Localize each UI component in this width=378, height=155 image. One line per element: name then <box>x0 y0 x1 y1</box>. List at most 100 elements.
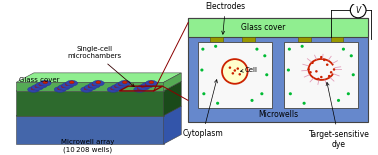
Ellipse shape <box>96 81 101 84</box>
Ellipse shape <box>28 87 39 92</box>
Ellipse shape <box>115 85 119 88</box>
Ellipse shape <box>36 82 47 88</box>
Ellipse shape <box>35 85 40 88</box>
Ellipse shape <box>81 87 93 92</box>
Ellipse shape <box>31 84 43 90</box>
Circle shape <box>309 71 312 73</box>
Ellipse shape <box>138 84 149 90</box>
Circle shape <box>302 102 306 105</box>
Text: V: V <box>356 6 361 15</box>
Polygon shape <box>16 73 181 82</box>
Circle shape <box>320 76 322 78</box>
Circle shape <box>263 54 266 57</box>
Circle shape <box>214 45 217 48</box>
Bar <box>188 18 368 37</box>
Circle shape <box>256 48 259 51</box>
Circle shape <box>337 99 340 102</box>
Circle shape <box>289 92 292 95</box>
Circle shape <box>347 92 350 95</box>
Ellipse shape <box>111 87 116 90</box>
Ellipse shape <box>69 81 74 84</box>
Ellipse shape <box>146 80 157 86</box>
Circle shape <box>222 59 248 84</box>
Ellipse shape <box>66 80 77 86</box>
Polygon shape <box>164 81 181 116</box>
Polygon shape <box>164 73 181 91</box>
Bar <box>331 37 344 42</box>
Circle shape <box>350 3 366 18</box>
Bar <box>210 37 223 42</box>
Circle shape <box>330 71 332 73</box>
Circle shape <box>315 70 318 73</box>
Ellipse shape <box>39 83 44 86</box>
Circle shape <box>232 72 234 75</box>
Ellipse shape <box>84 87 89 90</box>
Circle shape <box>234 69 236 72</box>
Ellipse shape <box>92 80 104 86</box>
Text: Target-sensitive
dye: Target-sensitive dye <box>308 82 369 149</box>
Circle shape <box>328 75 330 77</box>
Circle shape <box>311 62 314 64</box>
Polygon shape <box>164 106 181 144</box>
Ellipse shape <box>62 82 74 88</box>
Text: Glass cover: Glass cover <box>19 77 60 82</box>
Circle shape <box>323 59 325 61</box>
Ellipse shape <box>142 82 153 88</box>
Ellipse shape <box>54 87 66 92</box>
Ellipse shape <box>65 83 70 86</box>
Circle shape <box>288 48 291 51</box>
Text: Cell: Cell <box>240 66 258 73</box>
Circle shape <box>201 48 204 51</box>
Ellipse shape <box>88 82 100 88</box>
Circle shape <box>265 73 268 76</box>
Ellipse shape <box>88 85 93 88</box>
Bar <box>298 37 311 42</box>
Ellipse shape <box>111 84 123 90</box>
Ellipse shape <box>122 81 127 84</box>
Ellipse shape <box>43 81 48 84</box>
Text: Single-cell
microchambers: Single-cell microchambers <box>68 46 134 87</box>
Circle shape <box>237 67 239 70</box>
Text: Microwell array
(10 208 wells): Microwell array (10 208 wells) <box>61 139 115 153</box>
Ellipse shape <box>107 87 119 92</box>
Ellipse shape <box>145 83 150 86</box>
Polygon shape <box>16 106 181 116</box>
Ellipse shape <box>31 87 36 90</box>
Circle shape <box>202 92 205 95</box>
Polygon shape <box>16 81 181 91</box>
Text: Microwells: Microwells <box>258 110 298 119</box>
Ellipse shape <box>39 80 51 86</box>
Polygon shape <box>16 91 164 116</box>
Circle shape <box>251 99 254 102</box>
Text: Cytoplasm: Cytoplasm <box>183 80 223 138</box>
Circle shape <box>239 73 241 75</box>
Circle shape <box>216 102 219 105</box>
Bar <box>198 42 272 108</box>
Ellipse shape <box>134 87 146 92</box>
Polygon shape <box>16 82 164 91</box>
Ellipse shape <box>85 84 96 90</box>
Circle shape <box>320 56 322 58</box>
Circle shape <box>333 68 335 71</box>
Text: Glass cover: Glass cover <box>242 23 286 32</box>
Ellipse shape <box>57 87 62 90</box>
Polygon shape <box>16 116 164 144</box>
Circle shape <box>200 69 203 72</box>
Bar <box>188 18 368 122</box>
Ellipse shape <box>58 84 70 90</box>
Text: Electrodes: Electrodes <box>205 2 246 34</box>
Circle shape <box>301 45 304 48</box>
Bar <box>285 42 358 108</box>
Circle shape <box>352 73 355 76</box>
Circle shape <box>317 78 320 80</box>
Ellipse shape <box>92 83 97 86</box>
Circle shape <box>350 54 353 57</box>
Circle shape <box>342 48 345 51</box>
Circle shape <box>307 68 310 71</box>
Ellipse shape <box>149 81 154 84</box>
Bar <box>242 37 255 42</box>
Ellipse shape <box>62 85 67 88</box>
Circle shape <box>229 66 231 69</box>
Ellipse shape <box>115 82 127 88</box>
Circle shape <box>260 92 263 95</box>
